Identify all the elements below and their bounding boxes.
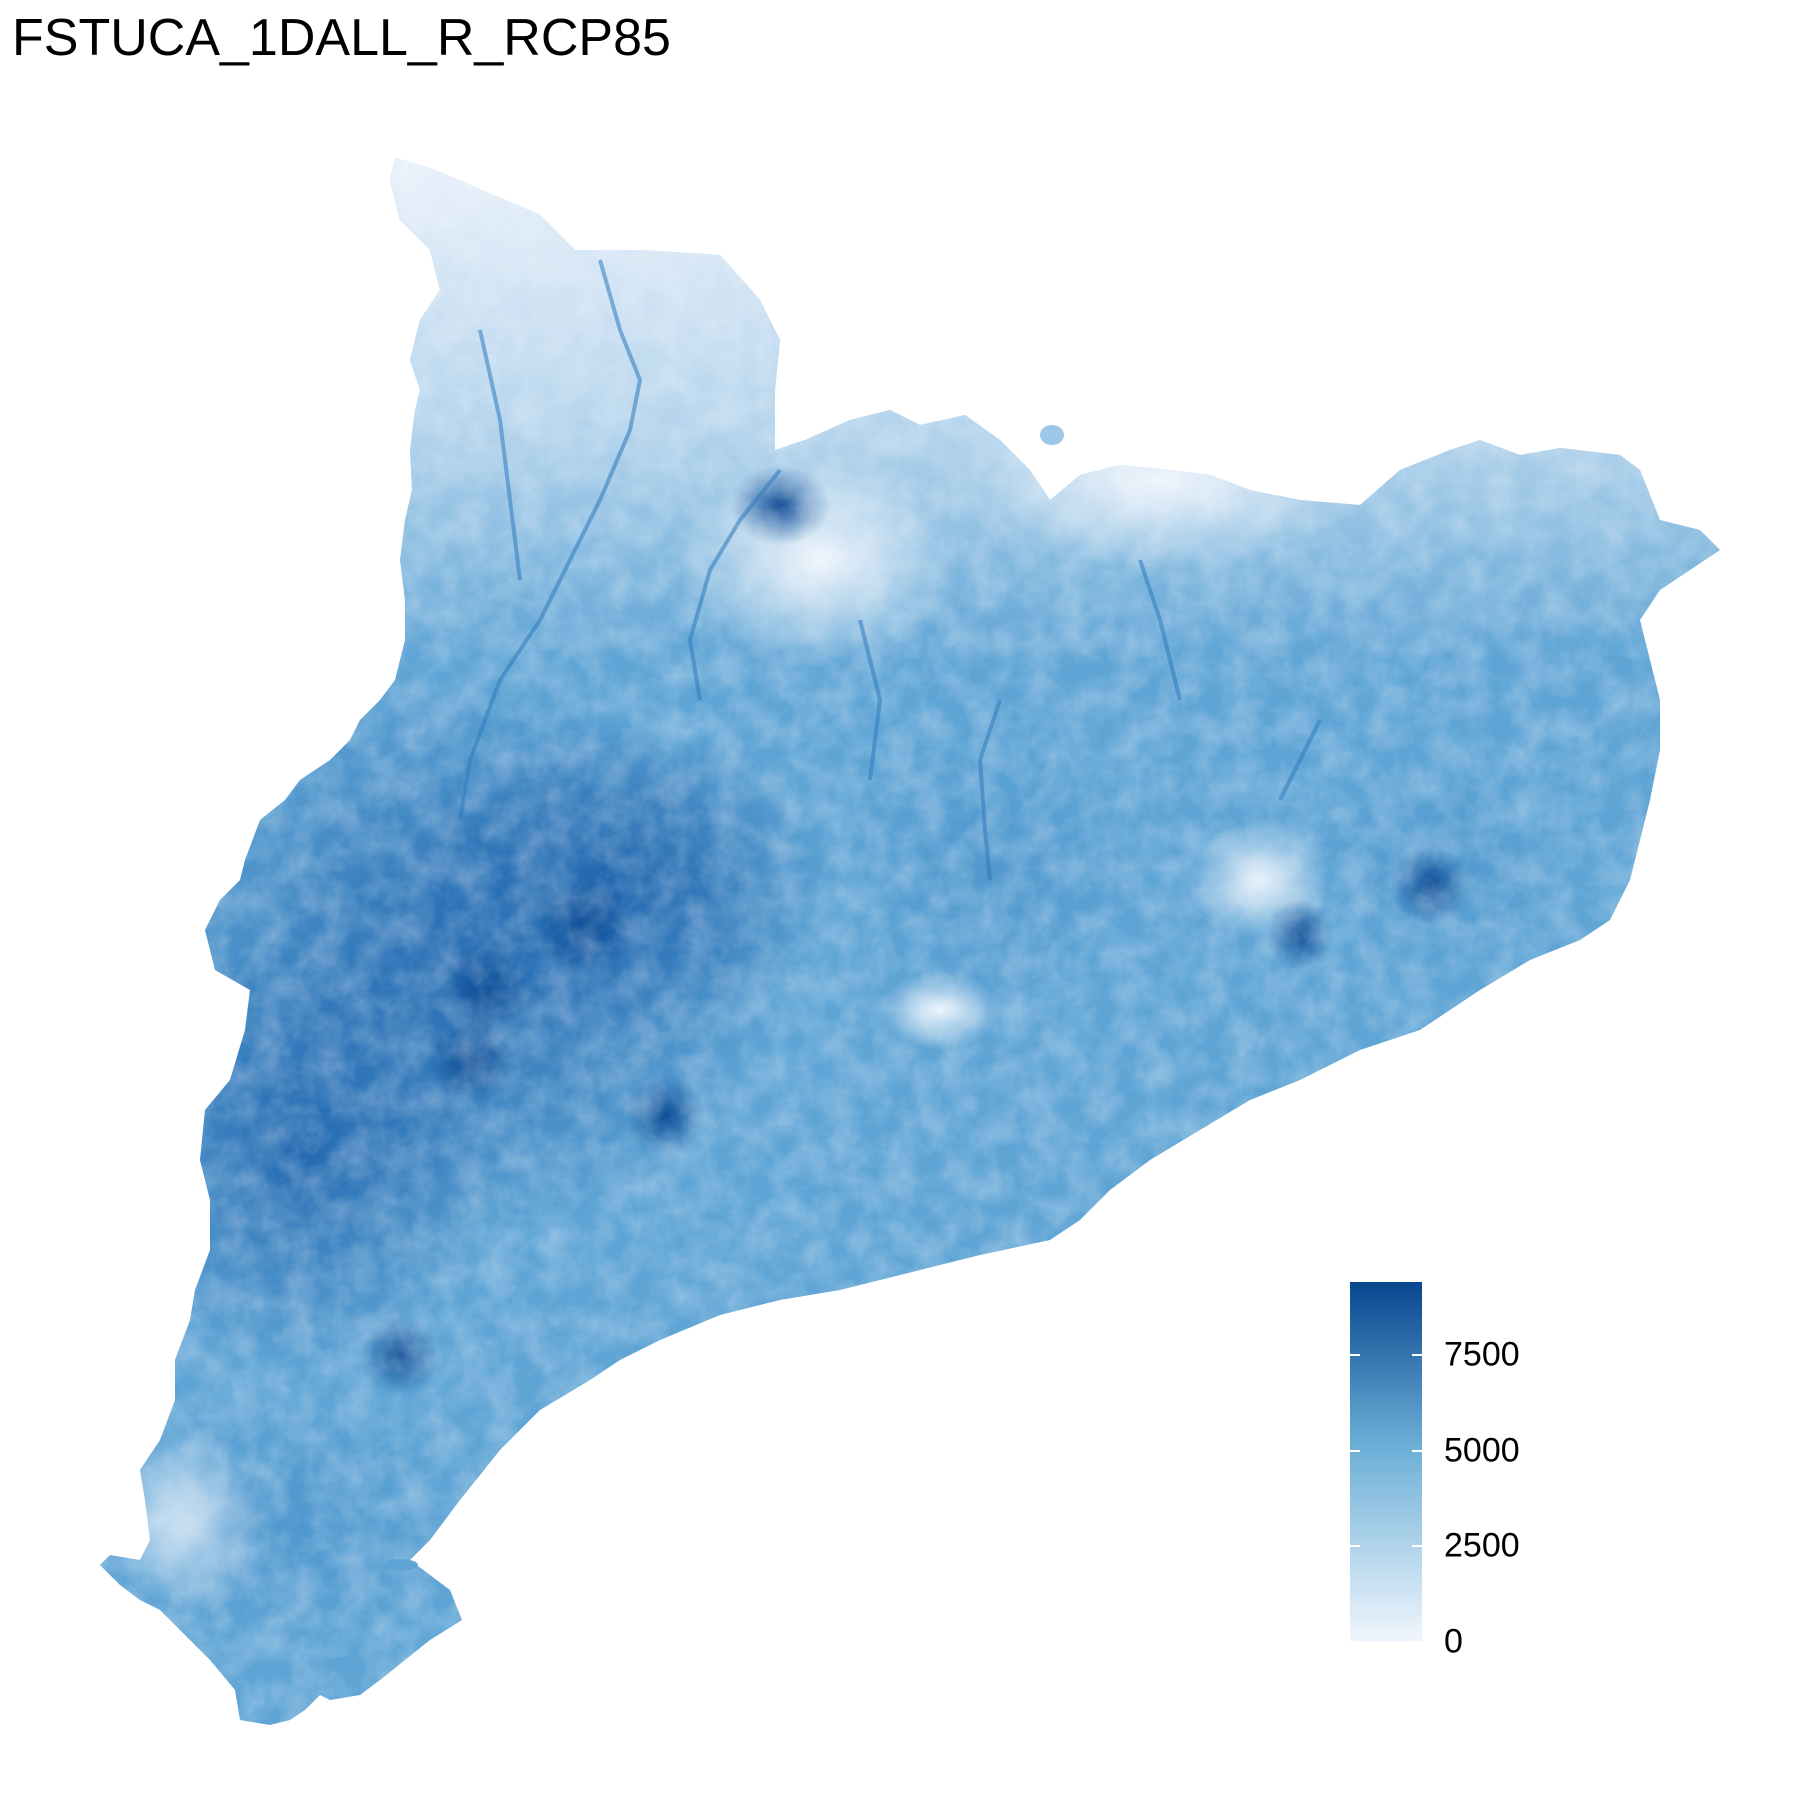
legend-label: 0 [1444, 1622, 1463, 1661]
legend-tick [1350, 1641, 1360, 1643]
legend-tick [1412, 1353, 1422, 1356]
legend-tick [1412, 1641, 1422, 1643]
legend-tick [1412, 1545, 1422, 1548]
map-title: FSTUCA_1DALL_R_RCP85 [12, 9, 671, 67]
island-shape [1040, 425, 1064, 445]
legend-tick [1350, 1545, 1360, 1548]
river-network [458, 259, 1322, 881]
color-legend: 0 2500 5000 7500 [1350, 1282, 1530, 1661]
legend-tick [1350, 1353, 1360, 1356]
legend-tick [1412, 1449, 1422, 1452]
legend-label: 5000 [1444, 1431, 1520, 1469]
delta-spit [382, 1559, 418, 1571]
legend-tick [1350, 1449, 1360, 1452]
legend-color-bar [1350, 1282, 1422, 1642]
legend-label: 2500 [1444, 1526, 1520, 1565]
legend-label: 7500 [1444, 1335, 1520, 1374]
delta-spit [323, 1657, 367, 1673]
